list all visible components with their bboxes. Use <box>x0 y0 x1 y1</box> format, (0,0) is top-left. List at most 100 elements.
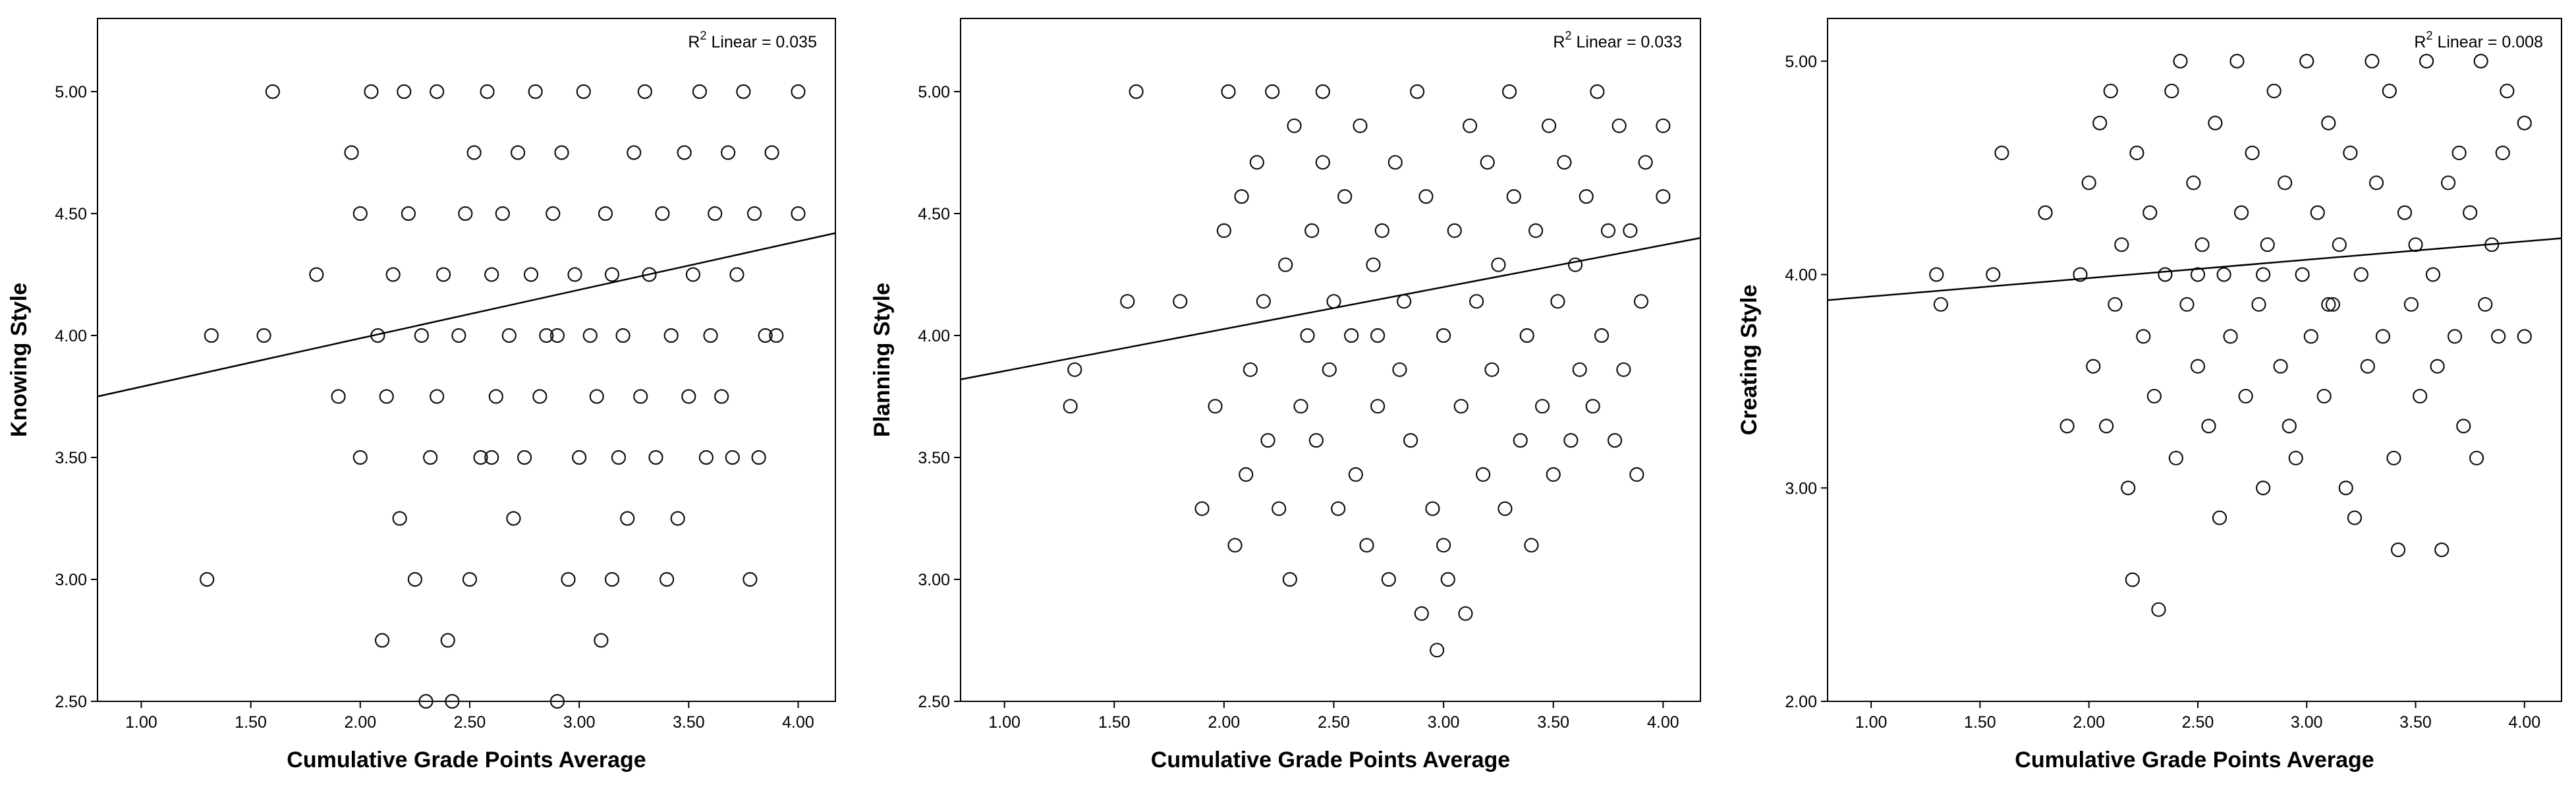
data-point <box>2321 115 2336 131</box>
x-tick-label: 3.50 <box>2399 713 2432 732</box>
data-point <box>1557 155 1572 170</box>
data-point <box>423 450 438 465</box>
x-tick-label: 2.50 <box>1318 713 1350 732</box>
data-point <box>764 145 779 160</box>
y-tick-label: 5.00 <box>918 83 950 102</box>
data-point <box>2295 267 2310 282</box>
data-point <box>2360 359 2375 374</box>
data-point <box>2179 297 2195 312</box>
data-point <box>1933 297 1948 312</box>
y-axis-title: Knowing Style <box>7 283 32 437</box>
data-point <box>1629 467 1644 482</box>
data-point <box>685 267 701 282</box>
data-point <box>1410 84 1425 100</box>
data-point <box>1611 118 1627 133</box>
data-point <box>655 206 670 221</box>
y-tick-label: 3.00 <box>918 571 950 589</box>
y-tick-label: 5.00 <box>1785 53 1817 71</box>
plot-frame <box>97 18 836 702</box>
data-point <box>2059 419 2075 434</box>
data-point <box>2343 145 2358 161</box>
x-axis-title: Cumulative Grade Points Average <box>287 747 646 773</box>
x-axis-title: Cumulative Grade Points Average <box>2015 747 2374 773</box>
data-point <box>1550 294 1565 309</box>
data-point <box>1344 328 1359 343</box>
data-point <box>1638 155 1653 170</box>
y-tick-label: 2.50 <box>918 693 950 711</box>
data-point <box>1579 189 1594 204</box>
data-point <box>392 511 407 526</box>
data-point <box>1414 606 1429 621</box>
data-point <box>633 389 648 404</box>
data-point <box>2463 205 2478 220</box>
data-point <box>506 511 521 526</box>
data-point <box>462 571 478 587</box>
data-point <box>1491 257 1506 272</box>
data-point <box>791 206 806 221</box>
data-point <box>1348 467 1363 482</box>
data-point <box>2430 359 2445 374</box>
data-point <box>1590 84 1605 100</box>
x-tick-label: 2.50 <box>454 713 486 732</box>
data-point <box>480 84 495 100</box>
data-point <box>2517 329 2532 344</box>
data-point <box>1337 189 1353 204</box>
data-point <box>309 267 324 282</box>
data-point <box>430 84 445 100</box>
data-point <box>352 206 368 221</box>
data-point <box>648 450 663 465</box>
data-point <box>2347 510 2363 525</box>
data-point <box>501 328 517 343</box>
data-point <box>1616 362 1631 377</box>
chart-panel-3: 1.00 1.50 2.00 2.50 3.00 3.50 4.00 2.00 3.00 4.00… <box>1737 18 2562 773</box>
data-point <box>331 389 346 404</box>
data-point <box>2121 481 2136 496</box>
r-squared-prefix: R <box>1553 33 1565 51</box>
data-point <box>1353 118 1368 133</box>
data-point <box>2473 53 2488 69</box>
data-point <box>418 693 434 709</box>
data-point <box>2478 297 2493 312</box>
data-point <box>2129 145 2144 161</box>
data-point <box>1600 223 1616 238</box>
data-point <box>1359 538 1374 553</box>
data-point <box>2146 388 2162 404</box>
data-point <box>1436 538 1451 553</box>
plot-frame <box>960 18 1701 702</box>
data-point <box>2469 450 2484 466</box>
data-point <box>1397 294 1412 309</box>
data-point <box>445 693 460 709</box>
data-point <box>742 571 758 587</box>
data-point <box>2338 481 2353 496</box>
data-point <box>1519 328 1534 343</box>
data-point <box>1392 362 1407 377</box>
data-point <box>1374 223 1389 238</box>
data-point <box>1272 501 1287 516</box>
data-point <box>1572 362 1587 377</box>
fit-line <box>1827 237 2562 301</box>
data-point <box>407 571 422 587</box>
data-point <box>2368 175 2384 190</box>
data-point <box>2278 175 2293 190</box>
data-point <box>1403 432 1418 448</box>
data-point <box>2245 145 2260 161</box>
y-tick-label: 4.00 <box>55 327 87 345</box>
data-point <box>517 450 532 465</box>
data-point <box>1256 294 1271 309</box>
data-point <box>1480 155 1495 170</box>
chart-panel-1: 1.00 1.50 2.00 2.50 3.00 3.50 4.00 2.50 3.00 3.50… <box>7 18 836 773</box>
data-point <box>1475 467 1491 482</box>
y-tick-label: 4.50 <box>918 205 950 223</box>
data-point <box>1484 362 1499 377</box>
data-point <box>2434 542 2450 558</box>
data-point <box>1986 267 2001 282</box>
data-point <box>1216 223 1231 238</box>
fit-line <box>960 237 1701 380</box>
data-point <box>2108 297 2123 312</box>
data-point <box>2419 53 2434 69</box>
data-point <box>2413 388 2428 404</box>
x-tick-label: 2.00 <box>344 713 376 732</box>
data-point <box>458 206 473 221</box>
data-point <box>451 328 466 343</box>
